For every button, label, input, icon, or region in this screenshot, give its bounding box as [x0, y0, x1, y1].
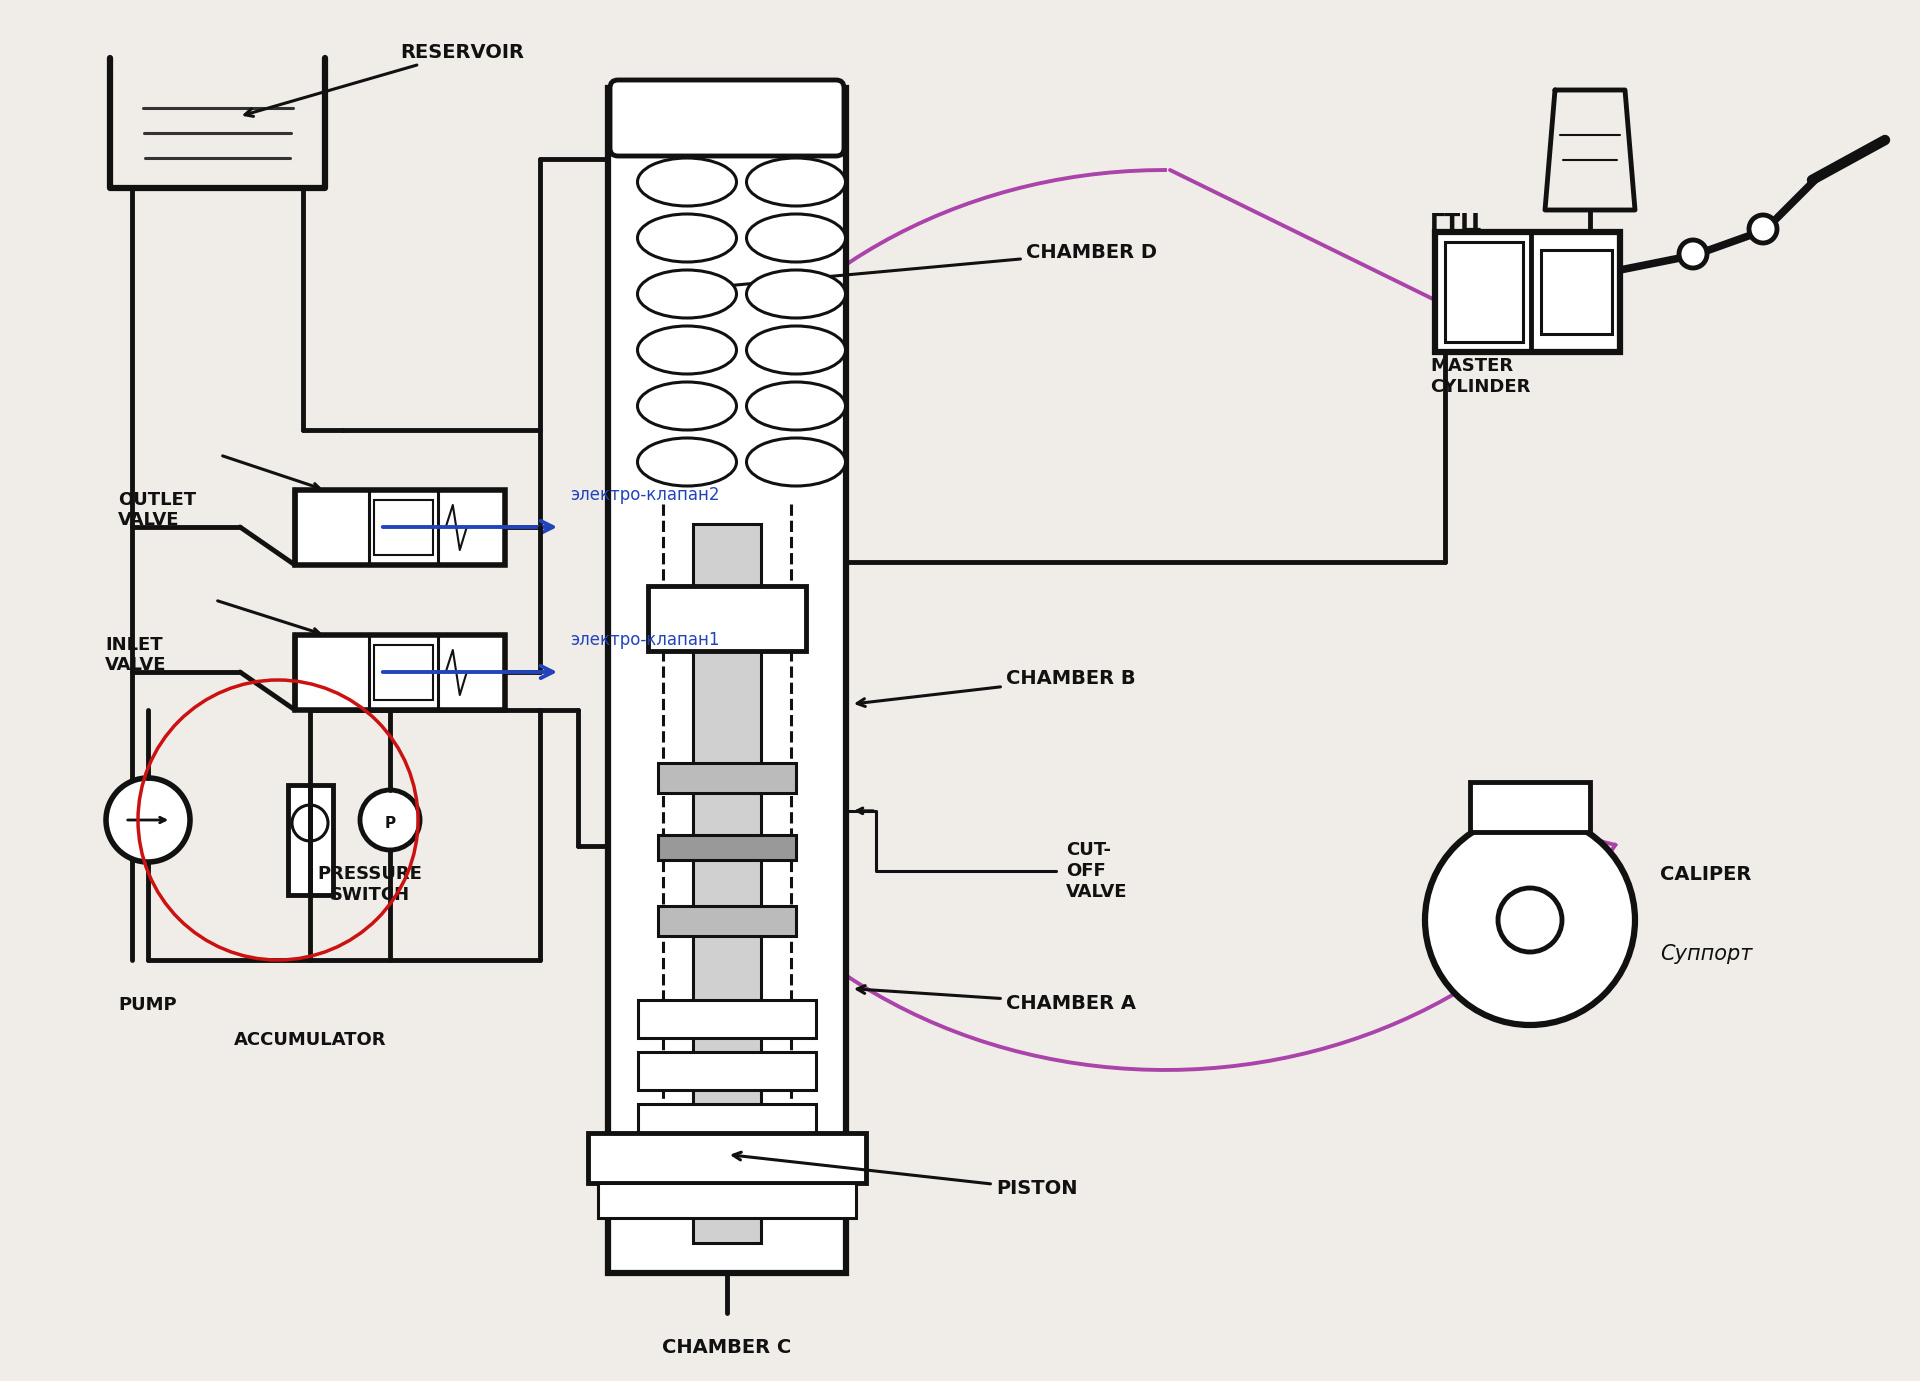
- Text: PUMP: PUMP: [119, 996, 177, 1014]
- Ellipse shape: [637, 326, 737, 374]
- Bar: [659, 834, 797, 859]
- Text: MASTER
CYLINDER: MASTER CYLINDER: [1430, 358, 1530, 396]
- Text: P: P: [384, 816, 396, 830]
- Text: CHAMBER A: CHAMBER A: [856, 986, 1137, 1012]
- Ellipse shape: [747, 326, 845, 374]
- Text: Суппорт: Суппорт: [1661, 945, 1753, 964]
- Bar: [1446, 242, 1523, 342]
- Text: электро-клапан2: электро-клапан2: [570, 486, 720, 504]
- Text: ГТЦ: ГТЦ: [1430, 211, 1482, 235]
- Text: OUTLET
VALVE: OUTLET VALVE: [117, 490, 196, 529]
- Ellipse shape: [637, 157, 737, 206]
- Ellipse shape: [747, 383, 845, 429]
- Ellipse shape: [747, 438, 845, 486]
- Ellipse shape: [637, 214, 737, 262]
- Bar: [374, 500, 432, 555]
- Text: CHAMBER D: CHAMBER D: [708, 243, 1158, 290]
- FancyBboxPatch shape: [611, 80, 845, 156]
- Bar: [637, 1000, 816, 1039]
- Circle shape: [1749, 215, 1778, 243]
- Bar: [609, 88, 847, 1273]
- Ellipse shape: [747, 214, 845, 262]
- Text: PISTON: PISTON: [733, 1152, 1077, 1199]
- Bar: [296, 635, 505, 710]
- Circle shape: [292, 805, 328, 841]
- Bar: [693, 523, 760, 1243]
- Text: CHAMBER B: CHAMBER B: [856, 670, 1135, 707]
- Bar: [1471, 782, 1590, 831]
- Bar: [296, 490, 505, 565]
- Bar: [649, 586, 806, 650]
- Circle shape: [1678, 240, 1707, 268]
- Bar: [288, 784, 332, 895]
- Circle shape: [106, 778, 190, 862]
- Text: CALIPER: CALIPER: [1661, 865, 1751, 884]
- Text: электро-клапан1: электро-клапан1: [570, 631, 720, 649]
- Ellipse shape: [637, 383, 737, 429]
- Bar: [637, 1156, 816, 1195]
- Bar: [1542, 250, 1611, 334]
- Circle shape: [1498, 888, 1563, 952]
- Bar: [659, 906, 797, 936]
- Bar: [637, 1105, 816, 1142]
- Ellipse shape: [747, 157, 845, 206]
- Bar: [597, 1184, 856, 1218]
- Bar: [1434, 232, 1620, 352]
- Text: RESERVOIR: RESERVOIR: [246, 43, 524, 116]
- Ellipse shape: [637, 438, 737, 486]
- Bar: [659, 764, 797, 794]
- Ellipse shape: [637, 271, 737, 318]
- Bar: [588, 1132, 866, 1184]
- Text: CHAMBER C: CHAMBER C: [662, 1338, 791, 1358]
- Text: PRESSURE
SWITCH: PRESSURE SWITCH: [317, 866, 422, 905]
- Circle shape: [361, 790, 420, 849]
- Text: ACCUMULATOR: ACCUMULATOR: [234, 1032, 386, 1050]
- Circle shape: [1425, 815, 1636, 1025]
- Text: CUT-
OFF
VALVE: CUT- OFF VALVE: [1066, 841, 1127, 900]
- Bar: [374, 645, 432, 700]
- Bar: [637, 1052, 816, 1091]
- Ellipse shape: [747, 271, 845, 318]
- Text: INLET
VALVE: INLET VALVE: [106, 635, 167, 674]
